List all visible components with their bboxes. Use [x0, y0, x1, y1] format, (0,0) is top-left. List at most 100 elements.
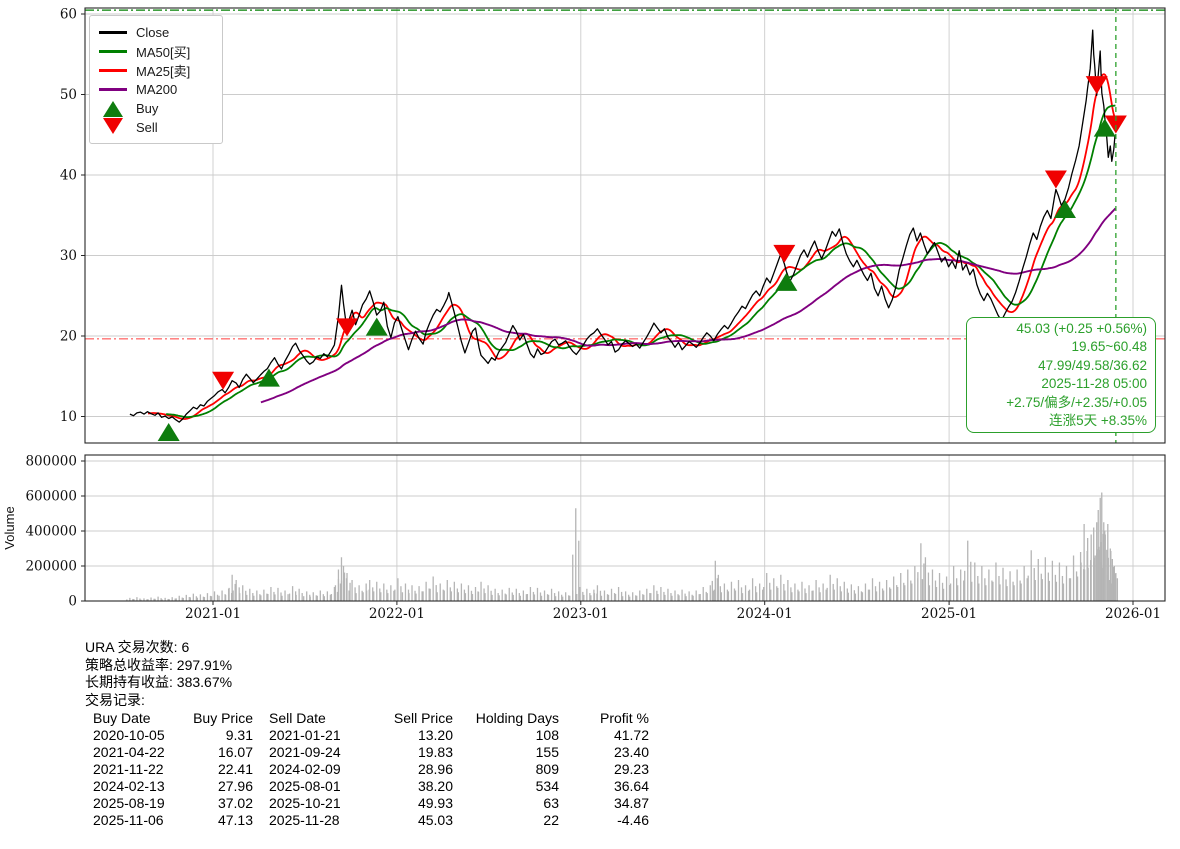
volume-bar: [977, 575, 979, 601]
volume-bar: [677, 594, 679, 601]
volume-bar: [1012, 581, 1014, 601]
volume-bar: [1002, 567, 1004, 601]
volume-bar: [491, 594, 493, 601]
ma50-line: [166, 104, 1116, 418]
volume-bar: [330, 594, 333, 601]
volume-bar: [295, 594, 297, 601]
price-volume-chart: 10 20 30 40 50 60 0 200000 400000 600000 800000 202…: [2, 7, 1166, 622]
volume-bar: [681, 589, 683, 601]
volume-bar: [568, 595, 570, 601]
volume-bar: [1101, 492, 1103, 601]
volume-bar: [195, 596, 198, 601]
legend-item-close: Close: [98, 23, 214, 42]
volume-bar: [928, 585, 931, 601]
trade-cell: 22.41: [217, 761, 253, 778]
buy-marker: [257, 368, 280, 387]
volume-bar: [291, 586, 294, 601]
volume-bar: [924, 557, 927, 601]
volume-bar: [221, 590, 223, 601]
volume-bar: [846, 588, 848, 601]
volume-bar: [1048, 580, 1051, 601]
volume-bar: [678, 595, 680, 601]
volume-bar: [383, 583, 385, 601]
volume-bar: [674, 590, 676, 601]
volume-bar: [643, 594, 645, 601]
volume-bar: [1075, 571, 1078, 601]
legend-item-ma25: MA25[卖]: [98, 61, 214, 80]
volume-bar: [716, 578, 718, 601]
trade-cell: 16.07: [217, 744, 253, 761]
volume-bar: [140, 599, 142, 601]
volume-bar: [927, 572, 930, 601]
volume-bar: [174, 598, 176, 601]
volume-bar: [636, 595, 638, 601]
volume-bar: [457, 592, 460, 601]
volume-bar: [762, 589, 764, 601]
volume-bar: [280, 592, 282, 601]
volume-bar: [342, 566, 345, 601]
volume-bar: [967, 540, 969, 601]
volume-bar: [777, 587, 779, 601]
volume-bar: [390, 585, 392, 601]
close-line-swatch: [98, 31, 128, 34]
volume-bar: [770, 589, 772, 601]
sell-marker: [1104, 115, 1127, 134]
volume-bar: [1033, 568, 1035, 601]
volume-bar: [635, 595, 637, 601]
buy-triangle-icon: [98, 100, 128, 117]
x-tick-label: 2025-01: [921, 606, 977, 622]
volume-bar: [355, 593, 357, 601]
volume-bar: [832, 583, 834, 601]
volume-bar: [867, 589, 870, 601]
trade-cell: -4.46: [617, 812, 649, 829]
volume-bar: [945, 576, 948, 601]
volume-bar: [133, 599, 135, 601]
price-panel-border: [84, 7, 1166, 444]
volume-bar: [267, 594, 269, 601]
volume-bar: [309, 596, 311, 601]
volume-bar: [239, 593, 241, 601]
volume-bar: [582, 591, 584, 601]
volume-bar: [361, 590, 363, 601]
volume-bar: [702, 587, 704, 601]
volume-bar: [840, 591, 842, 601]
volume-bar: [533, 594, 536, 601]
volume-bar: [942, 588, 945, 601]
volume-bar: [893, 576, 895, 601]
volume-bar: [199, 594, 202, 601]
volume-bar: [664, 594, 666, 601]
volume-bar: [576, 594, 578, 601]
volume-bar: [213, 591, 216, 601]
volume-bar: [249, 588, 251, 601]
sell-marker: [336, 318, 359, 337]
volume-bar: [949, 583, 952, 601]
volume-bar: [1112, 587, 1114, 601]
volume-bar: [1037, 559, 1039, 601]
col-profit: Profit %: [599, 710, 649, 727]
volume-bar: [387, 593, 389, 601]
volume-bar: [298, 588, 300, 601]
volume-bar: [692, 595, 694, 601]
volume-bar: [801, 581, 803, 601]
volume-bar: [380, 592, 382, 601]
volume-bar: [907, 569, 909, 601]
volume-bar: [829, 574, 831, 601]
buyhold-return-line: 长期持有收益: 383.67%: [85, 674, 233, 691]
volume-bar: [263, 589, 265, 601]
volume-bar: [1083, 524, 1085, 601]
volume-bar: [714, 560, 716, 601]
volume-bar: [301, 593, 303, 601]
volume-bar: [522, 590, 525, 601]
volume-bar: [323, 596, 325, 601]
volume-bar: [956, 578, 958, 601]
trades-table: Buy Date Buy Price Sell Date Sell Price …: [85, 710, 655, 829]
trade-cell: 37.02: [217, 795, 253, 812]
volume-bar: [464, 593, 467, 601]
legend-label: MA200: [136, 82, 178, 97]
volume-bar: [337, 579, 340, 601]
volume-bar: [547, 594, 550, 601]
price-tick-label: 10: [60, 409, 77, 425]
volume-bar: [526, 594, 529, 601]
volume-bar: [857, 586, 860, 601]
